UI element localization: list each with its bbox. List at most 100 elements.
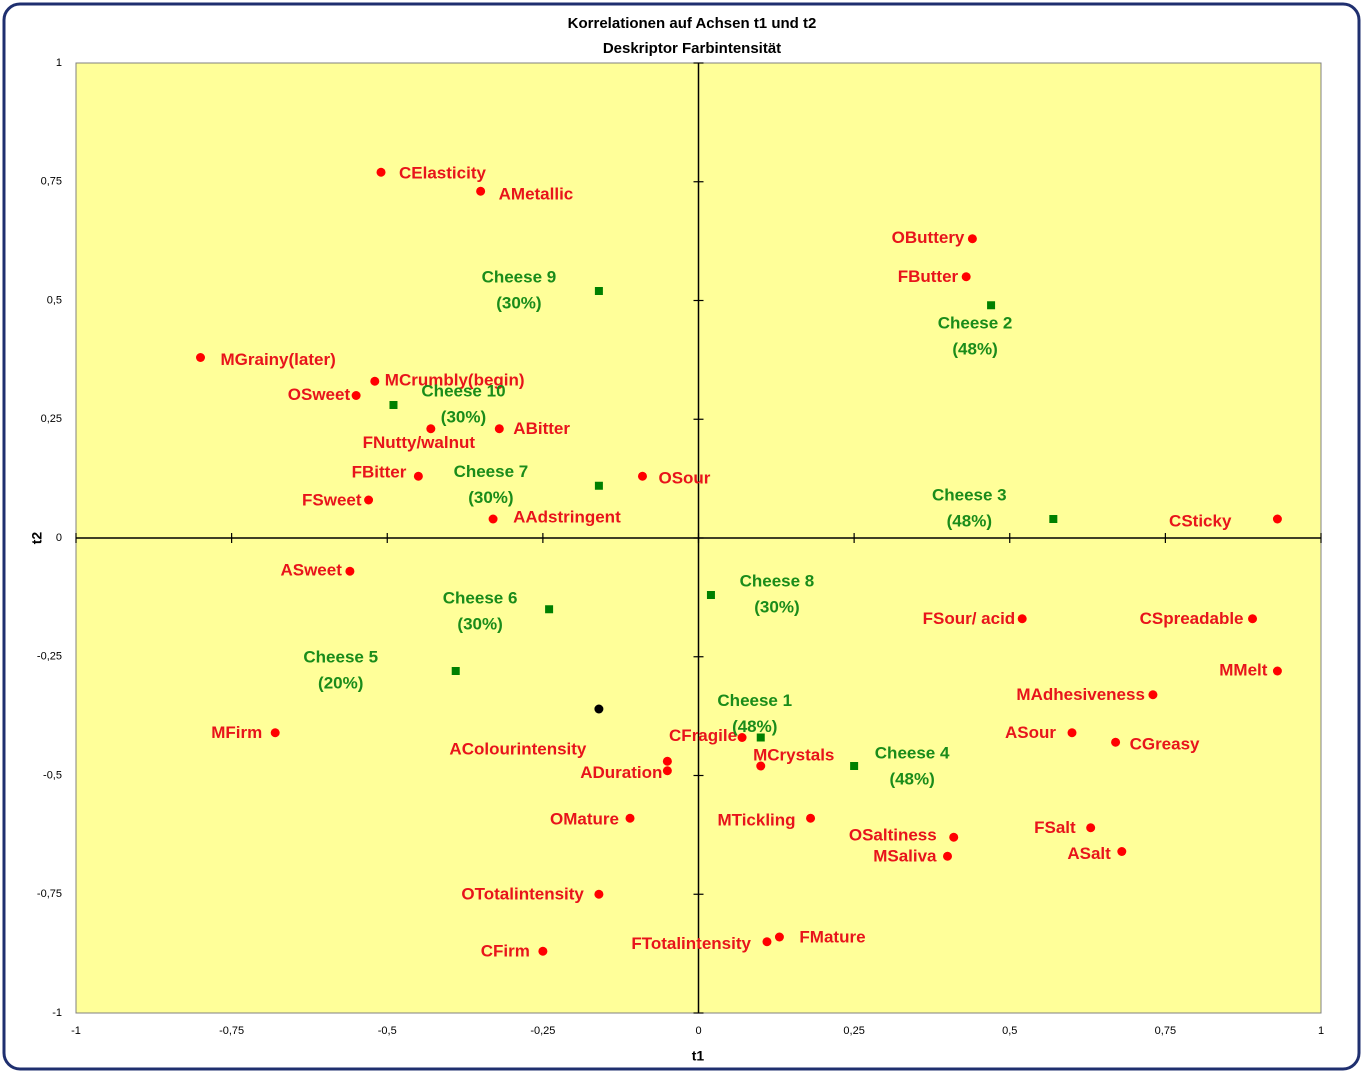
point-label: CGreasy (1130, 735, 1200, 754)
point-label: Cheese 8 (740, 571, 815, 590)
point-label: FButter (898, 267, 959, 286)
point-label: AColourintensity (449, 740, 586, 759)
point-label: OSweet (288, 385, 351, 404)
point-label: OTotalintensity (461, 885, 584, 904)
point-label: ASweet (280, 561, 342, 580)
point-label: OSour (658, 469, 710, 488)
point-label: ASalt (1067, 844, 1111, 863)
point (494, 424, 504, 434)
point-label: (48%) (889, 769, 934, 788)
point (476, 186, 486, 196)
x-tick-label: -0,25 (530, 1025, 555, 1037)
point (594, 704, 604, 714)
point (364, 495, 374, 505)
chart-subtitle: Deskriptor Farbintensität (603, 40, 781, 57)
point (1117, 847, 1127, 856)
x-tick-label: -1 (71, 1025, 81, 1037)
point (949, 832, 959, 842)
point-label: Cheese 10 (421, 381, 505, 400)
x-tick-label: 1 (1318, 1025, 1324, 1037)
point-label: (48%) (952, 340, 997, 359)
point (662, 766, 672, 776)
point (451, 667, 460, 675)
point-label: FMature (799, 927, 865, 946)
point-label: OSaltiness (849, 826, 937, 845)
x-tick-label: 0,75 (1155, 1025, 1176, 1037)
point (1272, 666, 1282, 676)
point-label: Cheese 5 (303, 647, 378, 666)
point-label: Cheese 2 (938, 314, 1013, 333)
point-label: MAdhesiveness (1016, 685, 1145, 704)
y-tick-label: 0,25 (41, 413, 62, 425)
point-label: MSaliva (873, 847, 937, 866)
point-label: ADuration (580, 763, 662, 782)
point (413, 471, 423, 481)
point-label: FNutty/walnut (363, 433, 476, 452)
point-label: MCrumbly(begin) (385, 371, 525, 390)
point-label: Cheese 6 (443, 589, 518, 608)
point-label: FSour/ acid (923, 609, 1016, 628)
point (1272, 514, 1282, 524)
point-label: (30%) (441, 407, 486, 426)
point (389, 401, 398, 409)
point (594, 889, 604, 899)
point-label: MTickling (717, 811, 795, 830)
point (345, 566, 355, 576)
point (1111, 737, 1121, 747)
point (538, 946, 548, 956)
point (351, 391, 361, 400)
chart-title: Korrelationen auf Achsen t1 und t2 (568, 15, 817, 32)
point-label: Cheese 4 (875, 743, 950, 762)
point-label: (30%) (457, 615, 502, 634)
point-label: ABitter (513, 419, 570, 438)
point (987, 301, 996, 310)
point (806, 813, 816, 823)
point-label: ASour (1005, 723, 1056, 742)
point (1086, 823, 1096, 833)
y-tick-label: -0,75 (37, 888, 62, 900)
point-label: (30%) (468, 488, 513, 507)
point (1067, 728, 1077, 738)
point (370, 376, 380, 386)
point-label: OMature (550, 810, 619, 829)
point (594, 481, 603, 490)
x-axis-label: t1 (692, 1048, 705, 1064)
point (737, 733, 747, 742)
point (762, 937, 772, 947)
point (662, 756, 672, 766)
point-label: FSalt (1034, 818, 1076, 837)
point-label: (20%) (318, 673, 363, 692)
point (196, 353, 205, 362)
point (850, 762, 859, 770)
point (1248, 614, 1258, 624)
point-label: Cheese 1 (717, 691, 792, 710)
point-label: CFirm (481, 942, 530, 961)
point-label: OButtery (892, 228, 965, 247)
point (488, 514, 498, 524)
x-tick-label: -0,5 (378, 1025, 397, 1037)
point-label: AAdstringent (513, 507, 621, 526)
point-label: MCrystals (753, 745, 834, 764)
point-label: FSweet (302, 490, 362, 509)
point-label: (30%) (496, 293, 541, 312)
point-label: (48%) (947, 511, 992, 530)
point (545, 605, 554, 614)
y-tick-label: -1 (52, 1007, 62, 1019)
point-label: Cheese 9 (482, 267, 557, 286)
x-tick-label: 0,5 (1002, 1025, 1017, 1037)
point (706, 591, 715, 599)
point-label: AMetallic (499, 185, 574, 204)
point (756, 733, 765, 742)
x-tick-label: 0 (695, 1025, 701, 1037)
y-tick-label: -0,25 (37, 651, 62, 663)
x-tick-label: 0,25 (843, 1025, 864, 1037)
point-label: CFragile (669, 726, 737, 745)
y-tick-label: -0,5 (43, 769, 62, 781)
y-axis-label: t2 (29, 532, 45, 545)
point (594, 287, 603, 295)
point-label: Cheese 7 (454, 462, 529, 481)
point (774, 932, 784, 942)
y-tick-label: 0,75 (41, 176, 62, 188)
point-label: Cheese 3 (932, 485, 1007, 504)
point (376, 167, 386, 177)
